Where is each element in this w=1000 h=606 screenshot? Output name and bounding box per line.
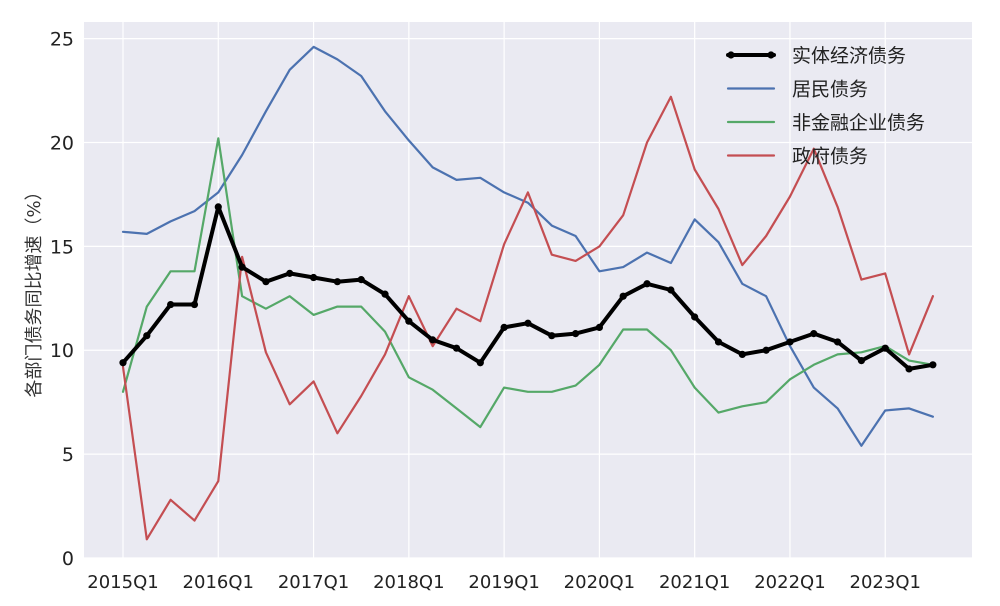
data-point	[762, 346, 770, 354]
x-tick-label: 2020Q1	[564, 572, 635, 593]
legend-marker	[727, 51, 735, 59]
x-tick-label: 2021Q1	[659, 572, 730, 593]
y-tick-label: 0	[62, 548, 74, 570]
legend-label: 实体经济债务	[792, 45, 906, 67]
data-point	[738, 350, 746, 359]
data-point	[238, 263, 246, 271]
data-point	[429, 336, 437, 344]
data-point	[548, 332, 556, 340]
data-point	[190, 300, 199, 309]
x-tick-label: 2023Q1	[850, 572, 921, 593]
data-point	[309, 273, 318, 282]
data-point	[595, 323, 604, 331]
data-point	[881, 344, 889, 352]
data-point	[667, 286, 675, 294]
x-tick-label: 2022Q1	[754, 572, 825, 593]
x-tick-label: 2015Q1	[87, 572, 158, 593]
data-point	[929, 361, 937, 369]
data-point	[524, 319, 532, 327]
data-point	[286, 269, 294, 277]
data-point	[571, 330, 580, 338]
data-point	[619, 292, 627, 300]
data-point	[905, 365, 913, 373]
x-tick-label: 2019Q1	[468, 572, 539, 593]
y-axis-label: 各部门债务同比增速（%）	[24, 182, 45, 397]
y-tick-label: 5	[62, 444, 74, 466]
data-point	[381, 290, 389, 298]
x-tick-label: 2017Q1	[278, 572, 349, 593]
data-point	[786, 338, 794, 346]
legend-marker	[767, 51, 775, 59]
data-point	[714, 338, 723, 346]
data-point	[119, 359, 127, 367]
data-point	[452, 344, 461, 352]
data-point	[476, 359, 484, 367]
data-point	[857, 357, 866, 365]
data-point	[214, 203, 222, 211]
y-tick-label: 15	[50, 236, 74, 258]
grid	[84, 22, 972, 559]
data-point	[691, 313, 699, 321]
y-tick-label: 10	[50, 340, 74, 362]
legend-label: 政府债务	[792, 146, 868, 168]
series-line	[121, 137, 935, 429]
y-tick-label: 25	[50, 29, 74, 51]
data-point	[834, 338, 842, 346]
data-point	[810, 330, 818, 338]
x-tick-label: 2018Q1	[373, 572, 444, 593]
x-tick-label: 2016Q1	[183, 572, 254, 593]
data-point	[500, 323, 508, 331]
series-group	[119, 45, 937, 541]
data-point	[167, 300, 175, 309]
data-point	[262, 278, 270, 286]
plot-background	[84, 22, 972, 558]
legend-label: 非金融企业债务	[792, 112, 925, 134]
tick-labels: 0 5 10 15 20 25 2015Q1 2016Q1 2017Q1 2018Q1 2019Q1…	[50, 29, 921, 593]
data-point	[405, 317, 413, 325]
data-point	[143, 332, 151, 340]
data-point	[333, 278, 341, 286]
data-point	[357, 276, 365, 284]
y-tick-label: 20	[50, 132, 74, 154]
series-line	[121, 95, 935, 541]
series-line	[121, 45, 935, 447]
legend-label: 居民债务	[792, 79, 868, 101]
data-point	[643, 280, 651, 288]
